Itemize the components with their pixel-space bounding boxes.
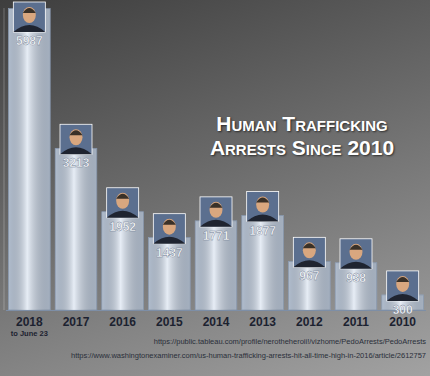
page: {"chart_data": {"type": "bar", "title": … xyxy=(0,0,430,376)
bar-shine xyxy=(335,263,377,310)
bar xyxy=(102,212,144,310)
category-label: 2012 xyxy=(296,315,323,329)
chart: 5987321319521437177118779679383002018201… xyxy=(0,0,430,376)
data-label: 1437 xyxy=(156,246,183,260)
category-label: 2015 xyxy=(156,315,183,329)
bar xyxy=(242,216,284,310)
bar-shine xyxy=(242,216,284,310)
portrait xyxy=(293,237,325,267)
portrait-suit xyxy=(293,260,325,267)
portrait-face xyxy=(256,197,269,213)
portrait-hair xyxy=(256,198,269,203)
portrait-face xyxy=(23,7,36,23)
portrait-face xyxy=(303,242,316,258)
category-label: 2014 xyxy=(203,315,230,329)
data-label: 1952 xyxy=(109,220,136,234)
portrait xyxy=(200,197,232,227)
portrait xyxy=(153,214,185,244)
bar xyxy=(149,238,191,310)
title: Human Trafficking Arrests Since 2010 xyxy=(178,112,426,160)
data-label: 967 xyxy=(299,269,319,283)
bar-shine xyxy=(149,238,191,310)
portrait-bg xyxy=(387,271,419,301)
bar xyxy=(335,263,377,310)
portrait-suit xyxy=(247,215,279,222)
portrait xyxy=(340,239,372,269)
bar xyxy=(195,221,237,310)
portrait-hair xyxy=(116,194,129,199)
source-url: https://www.washingtonexaminer.com/us-hu… xyxy=(71,351,426,360)
portrait-suit xyxy=(60,147,92,154)
data-label: 3213 xyxy=(63,156,90,170)
portrait-bg xyxy=(200,197,232,227)
bar xyxy=(55,148,97,310)
portrait-bg xyxy=(293,237,325,267)
portrait-hair xyxy=(70,130,83,135)
portrait-bg xyxy=(247,192,279,222)
portrait xyxy=(60,124,92,154)
portrait-hair xyxy=(163,220,176,225)
portrait xyxy=(247,192,279,222)
data-label: 5987 xyxy=(16,34,43,48)
portrait-suit xyxy=(13,25,45,32)
portrait-suit xyxy=(153,237,185,244)
bar-shine xyxy=(55,148,97,310)
bar-shine xyxy=(9,9,51,310)
portrait-face xyxy=(350,244,363,260)
bar-shine xyxy=(102,212,144,310)
bar xyxy=(9,9,51,310)
portrait-hair xyxy=(210,203,223,208)
portrait-bg xyxy=(153,214,185,244)
data-label: 938 xyxy=(346,271,366,285)
portrait-hair xyxy=(23,8,36,13)
portrait-bg xyxy=(340,239,372,269)
bar xyxy=(289,261,331,310)
portrait-hair xyxy=(396,277,409,282)
portrait xyxy=(107,188,139,218)
portrait-bg xyxy=(13,2,45,32)
portrait-suit xyxy=(387,294,419,301)
portrait-face xyxy=(70,129,83,145)
data-labels: 598732131952143717711877967938300 xyxy=(16,34,413,317)
category-label: 2010 xyxy=(389,315,416,329)
source-url: https://public.tableau.com/profile/nerot… xyxy=(154,337,426,346)
category-label: 2016 xyxy=(109,315,136,329)
portrait-hair xyxy=(303,243,316,248)
bar-shine xyxy=(195,221,237,310)
portrait-bg xyxy=(60,124,92,154)
portrait xyxy=(13,2,45,32)
category-label: 2017 xyxy=(63,315,90,329)
portrait-suit xyxy=(340,262,372,269)
category-label: 2011 xyxy=(343,315,369,329)
portrait-face xyxy=(210,202,223,218)
bar-shine xyxy=(289,261,331,310)
annotation: to June 23 xyxy=(11,329,48,338)
bars xyxy=(9,9,424,310)
portrait xyxy=(387,271,419,301)
portrait-bg xyxy=(107,188,139,218)
data-label: 1877 xyxy=(249,224,276,238)
baseline xyxy=(6,310,426,311)
y-axis-line xyxy=(4,8,5,310)
portrait-suit xyxy=(200,220,232,227)
portrait-face xyxy=(396,276,409,292)
category-label: 2018 xyxy=(16,315,43,329)
portrait-face xyxy=(163,219,176,235)
portrait-hair xyxy=(350,245,363,250)
data-label: 1771 xyxy=(203,229,230,243)
portrait-face xyxy=(116,193,129,209)
portrait-suit xyxy=(107,211,139,218)
category-label: 2013 xyxy=(249,315,276,329)
